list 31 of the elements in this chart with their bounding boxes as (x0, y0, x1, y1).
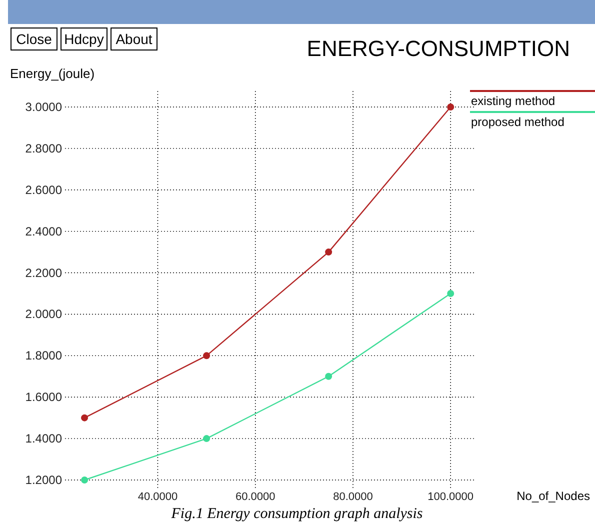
x-tick-label: 100.0000 (428, 491, 474, 503)
y-tick-label: 2.0000 (25, 307, 62, 322)
y-tick-label: 1.4000 (25, 432, 62, 446)
x-tick-label: 60.0000 (235, 491, 276, 503)
y-tick-label: 2.4000 (25, 224, 62, 238)
x-tick-label: 80.0000 (333, 491, 373, 503)
y-tick-label: 1.8000 (25, 348, 62, 363)
text: proposed method (471, 115, 564, 129)
point (203, 435, 210, 442)
y-tick-label: 1.6000 (25, 390, 62, 404)
y-tick-label: 2.8000 (25, 141, 62, 156)
button: Close (10, 28, 58, 50)
point (447, 104, 454, 110)
point (81, 476, 88, 484)
caption: Fig.1 Energy consumption graph analysis (170, 506, 423, 522)
point (325, 372, 332, 380)
point (447, 290, 454, 297)
y-tick-label: 2.6000 (25, 182, 62, 197)
y-tick-label: 2.2000 (25, 266, 62, 280)
y-tick-label: 3.0000 (25, 100, 62, 114)
y-tick-label: 1.2000 (25, 473, 62, 487)
button: Hdcpy (60, 28, 108, 50)
point (81, 414, 88, 422)
series-label: existing method (471, 94, 556, 108)
x-axis-title: No_of_Nodes (516, 489, 590, 503)
y-axis-title: Energy_(joule) (10, 66, 95, 81)
chart-title: ENERGY-CONSUMPTION (306, 36, 570, 61)
button: About (110, 28, 158, 50)
x-tick-label: 40.0000 (138, 491, 178, 503)
point (325, 248, 332, 256)
point (203, 352, 210, 360)
